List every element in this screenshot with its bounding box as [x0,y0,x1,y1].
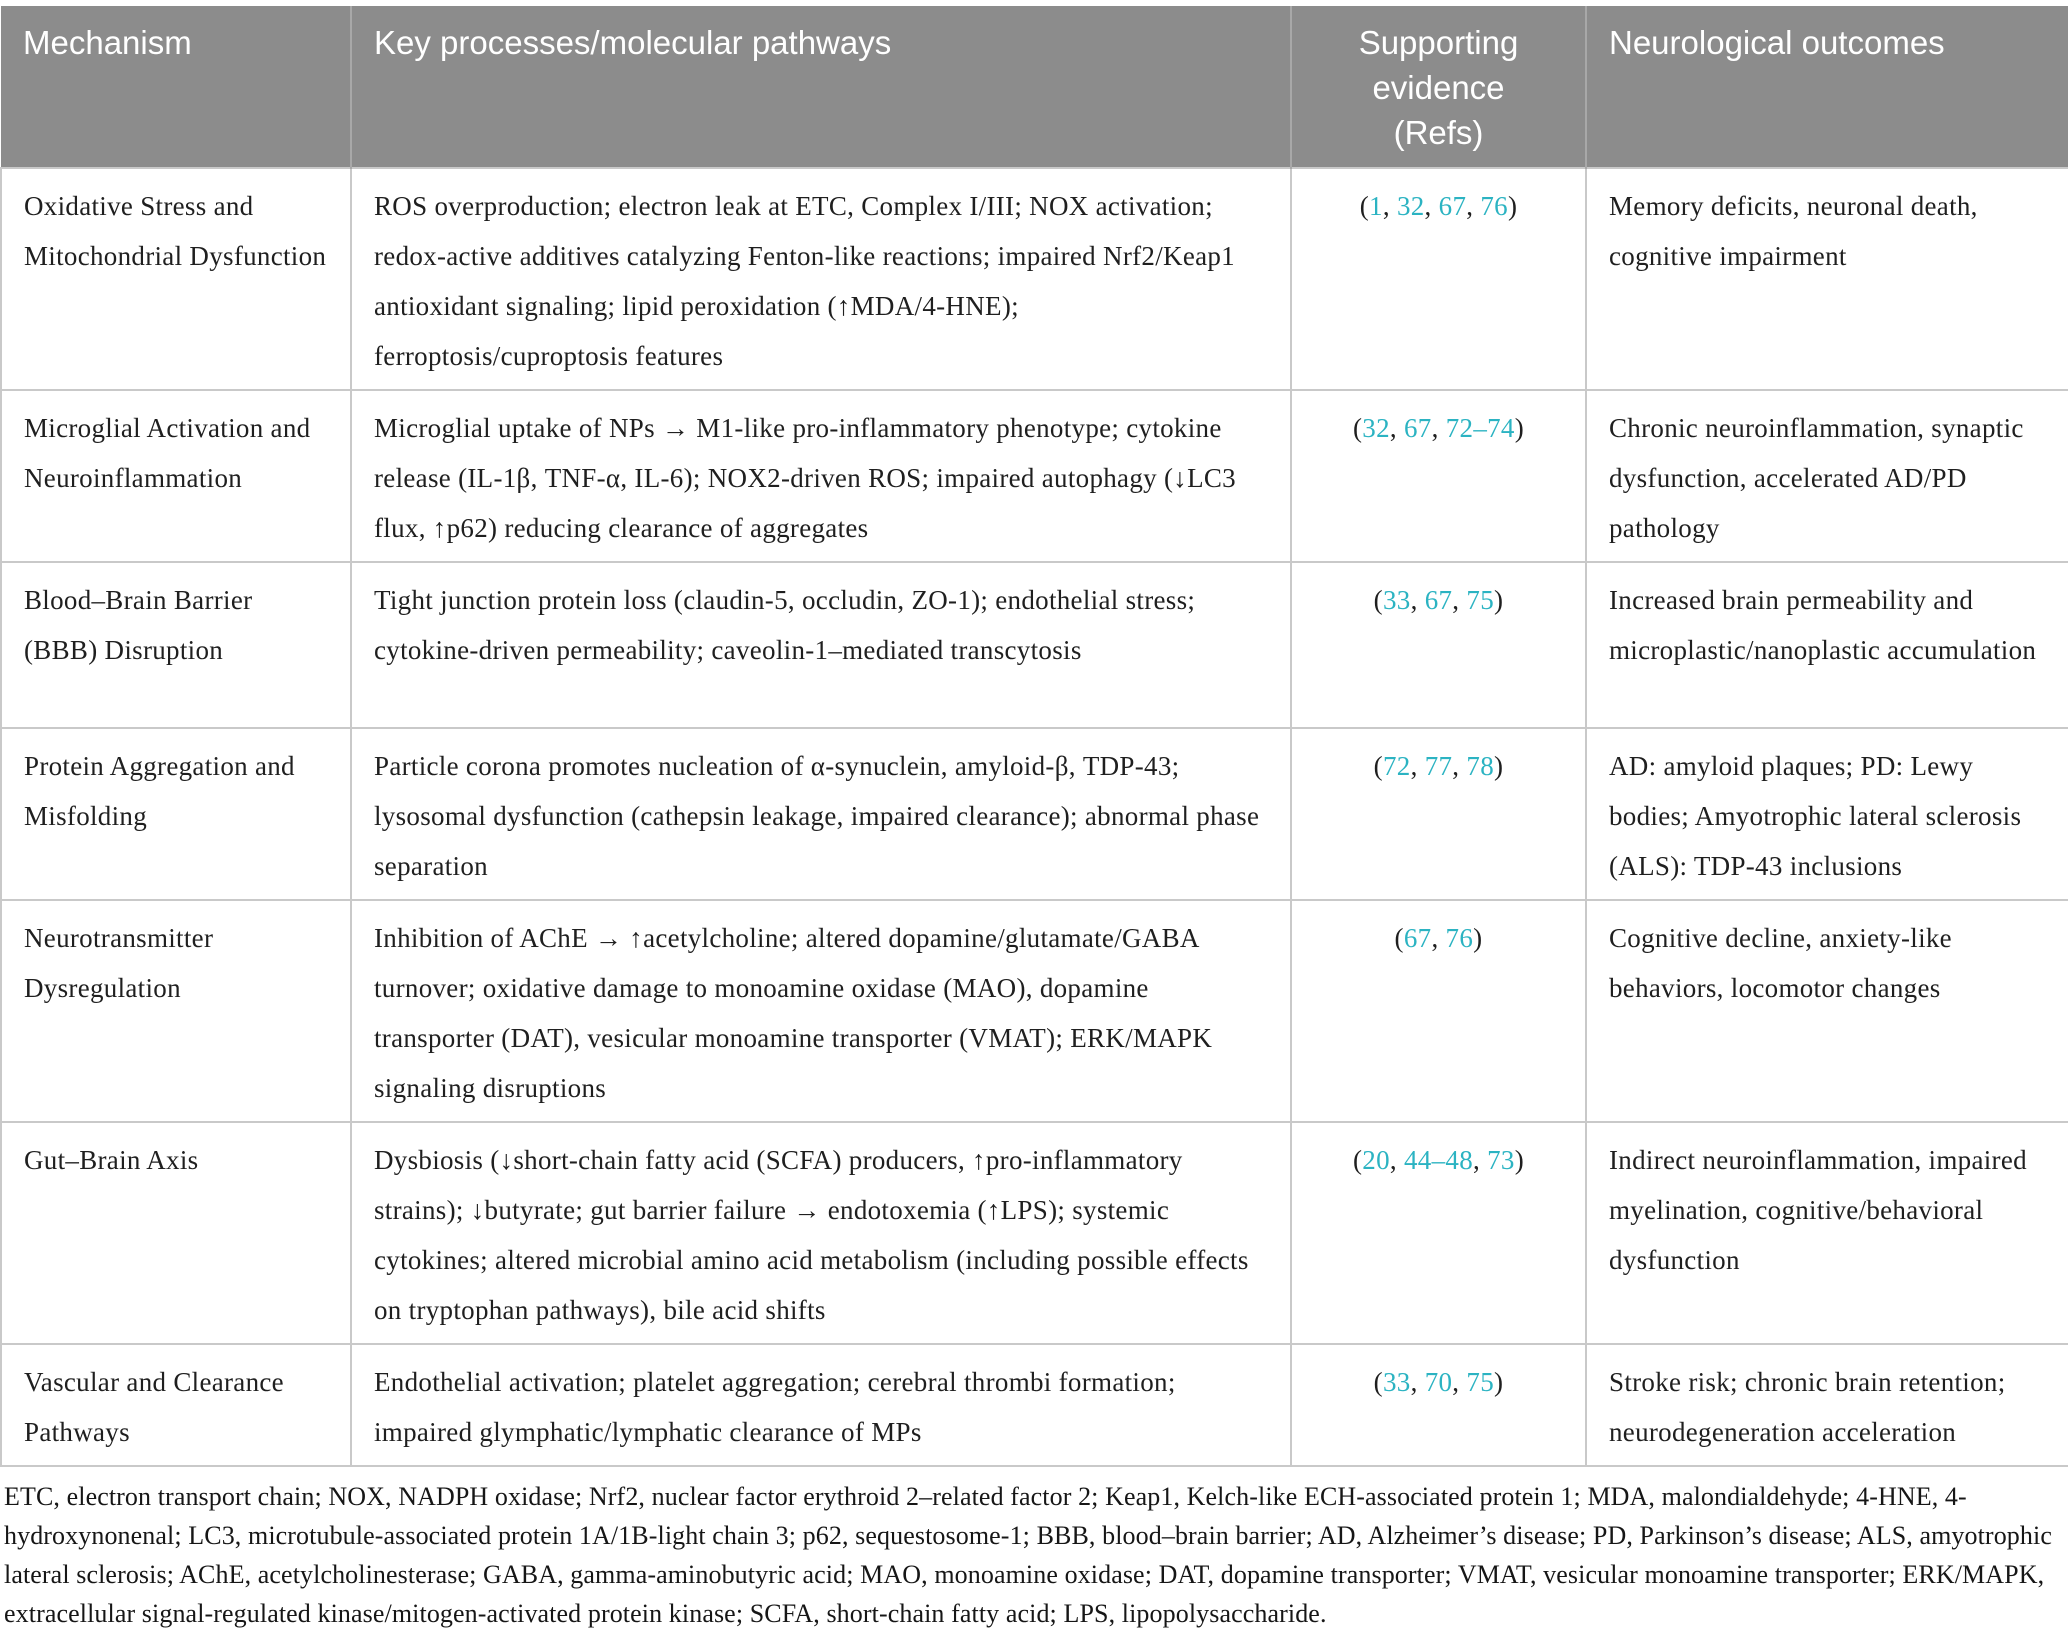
ref-link[interactable]: 78 [1466,751,1495,781]
ref-link[interactable]: 77 [1424,751,1453,781]
ref-link[interactable]: 67 [1403,923,1432,953]
processes-cell: ROS overproduction; electron leak at ETC… [350,167,1292,391]
ref-link[interactable]: 75 [1466,1367,1495,1397]
outcomes-cell: Indirect neuroinflammation, impaired mye… [1585,1121,2068,1345]
mechanism-cell: Gut–Brain Axis [0,1121,352,1345]
ref-link[interactable]: 44–48 [1404,1145,1473,1175]
ref-link[interactable]: 73 [1487,1145,1515,1175]
outcomes-cell: Increased brain permeability and micropl… [1585,561,2068,729]
table-row: Microglial Activation and Neuroinflammat… [0,389,2068,563]
processes-cell: Tight junction protein loss (claudin-5, … [350,561,1292,729]
col-header-supporting-evidence: Supporting evidence (Refs) [1290,6,1586,168]
ref-link[interactable]: 70 [1424,1367,1453,1397]
mechanism-cell: Protein Aggregation and Misfolding [0,727,352,901]
outcomes-cell: Cognitive decline, anxiety-like behavior… [1585,899,2068,1123]
ref-link[interactable]: 72–74 [1445,413,1515,443]
table-row: Protein Aggregation and Misfolding Parti… [0,727,2068,901]
table-row: Oxidative Stress and Mitochondrial Dysfu… [0,167,2068,391]
refs-cell: (32, 67, 72–74) [1290,389,1587,563]
ref-link[interactable]: 32 [1362,413,1390,443]
ref-link[interactable]: 76 [1445,923,1474,953]
ref-link[interactable]: 33 [1382,585,1411,615]
col-header-outcomes: Neurological outcomes [1585,6,2068,168]
mechanism-cell: Vascular and Clearance Pathways [0,1343,352,1467]
ref-link[interactable]: 67 [1404,413,1432,443]
table-row: Gut–Brain Axis Dysbiosis (↓short-chain f… [0,1121,2068,1345]
header-row: Mechanism Key processes/molecular pathwa… [1,6,2068,168]
ref-link[interactable]: 33 [1382,1367,1411,1397]
ref-link[interactable]: 32 [1396,191,1425,221]
refs-cell: (1, 32, 67, 76) [1290,167,1587,391]
table-row: Vascular and Clearance Pathways Endothel… [0,1343,2068,1467]
ref-link[interactable]: 67 [1424,585,1453,615]
mechanism-cell: Microglial Activation and Neuroinflammat… [0,389,352,563]
col-header-processes: Key processes/molecular pathways [350,6,1291,168]
refs-cell: (67, 76) [1290,899,1587,1123]
ref-link[interactable]: 20 [1362,1145,1390,1175]
processes-cell: Dysbiosis (↓short-chain fatty acid (SCFA… [350,1121,1292,1345]
table-header: Mechanism Key processes/molecular pathwa… [1,6,2068,168]
refs-cell: (20, 44–48, 73) [1290,1121,1587,1345]
ref-link[interactable]: 76 [1480,191,1508,221]
refs-cell: (72, 77, 78) [1290,727,1587,901]
processes-cell: Microglial uptake of NPs → M1-like pro-i… [350,389,1292,563]
mechanisms-table: Mechanism Key processes/molecular pathwa… [0,6,2068,1467]
processes-cell: Inhibition of AChE → ↑acetylcholine; alt… [350,899,1292,1123]
outcomes-cell: Memory deficits, neuronal death, cogniti… [1585,167,2068,391]
processes-cell: Endothelial activation; platelet aggrega… [350,1343,1292,1467]
outcomes-cell: Chronic neuroinflammation, synaptic dysf… [1585,389,2068,563]
table-body: Oxidative Stress and Mitochondrial Dysfu… [0,167,2068,1467]
col-header-mechanism: Mechanism [1,6,351,168]
table-row: Neurotransmitter Dysregulation Inhibitio… [0,899,2068,1123]
ref-link[interactable]: 67 [1438,191,1467,221]
table-footnote: ETC, electron transport chain; NOX, NADP… [4,1482,2052,1628]
refs-cell: (33, 70, 75) [1290,1343,1587,1467]
ref-link[interactable]: 1 [1369,191,1383,221]
outcomes-cell: AD: amyloid plaques; PD: Lewy bodies; Am… [1585,727,2068,901]
mechanism-cell: Neurotransmitter Dysregulation [0,899,352,1123]
outcomes-cell: Stroke risk; chronic brain retention; ne… [1585,1343,2068,1467]
ref-link[interactable]: 75 [1466,585,1495,615]
table-row: Blood–Brain Barrier (BBB) Disruption Tig… [0,561,2068,729]
processes-cell: Particle corona promotes nucleation of α… [350,727,1292,901]
ref-link[interactable]: 72 [1382,751,1411,781]
mechanism-cell: Blood–Brain Barrier (BBB) Disruption [0,561,352,729]
refs-cell: (33, 67, 75) [1290,561,1587,729]
mechanism-cell: Oxidative Stress and Mitochondrial Dysfu… [0,167,352,391]
